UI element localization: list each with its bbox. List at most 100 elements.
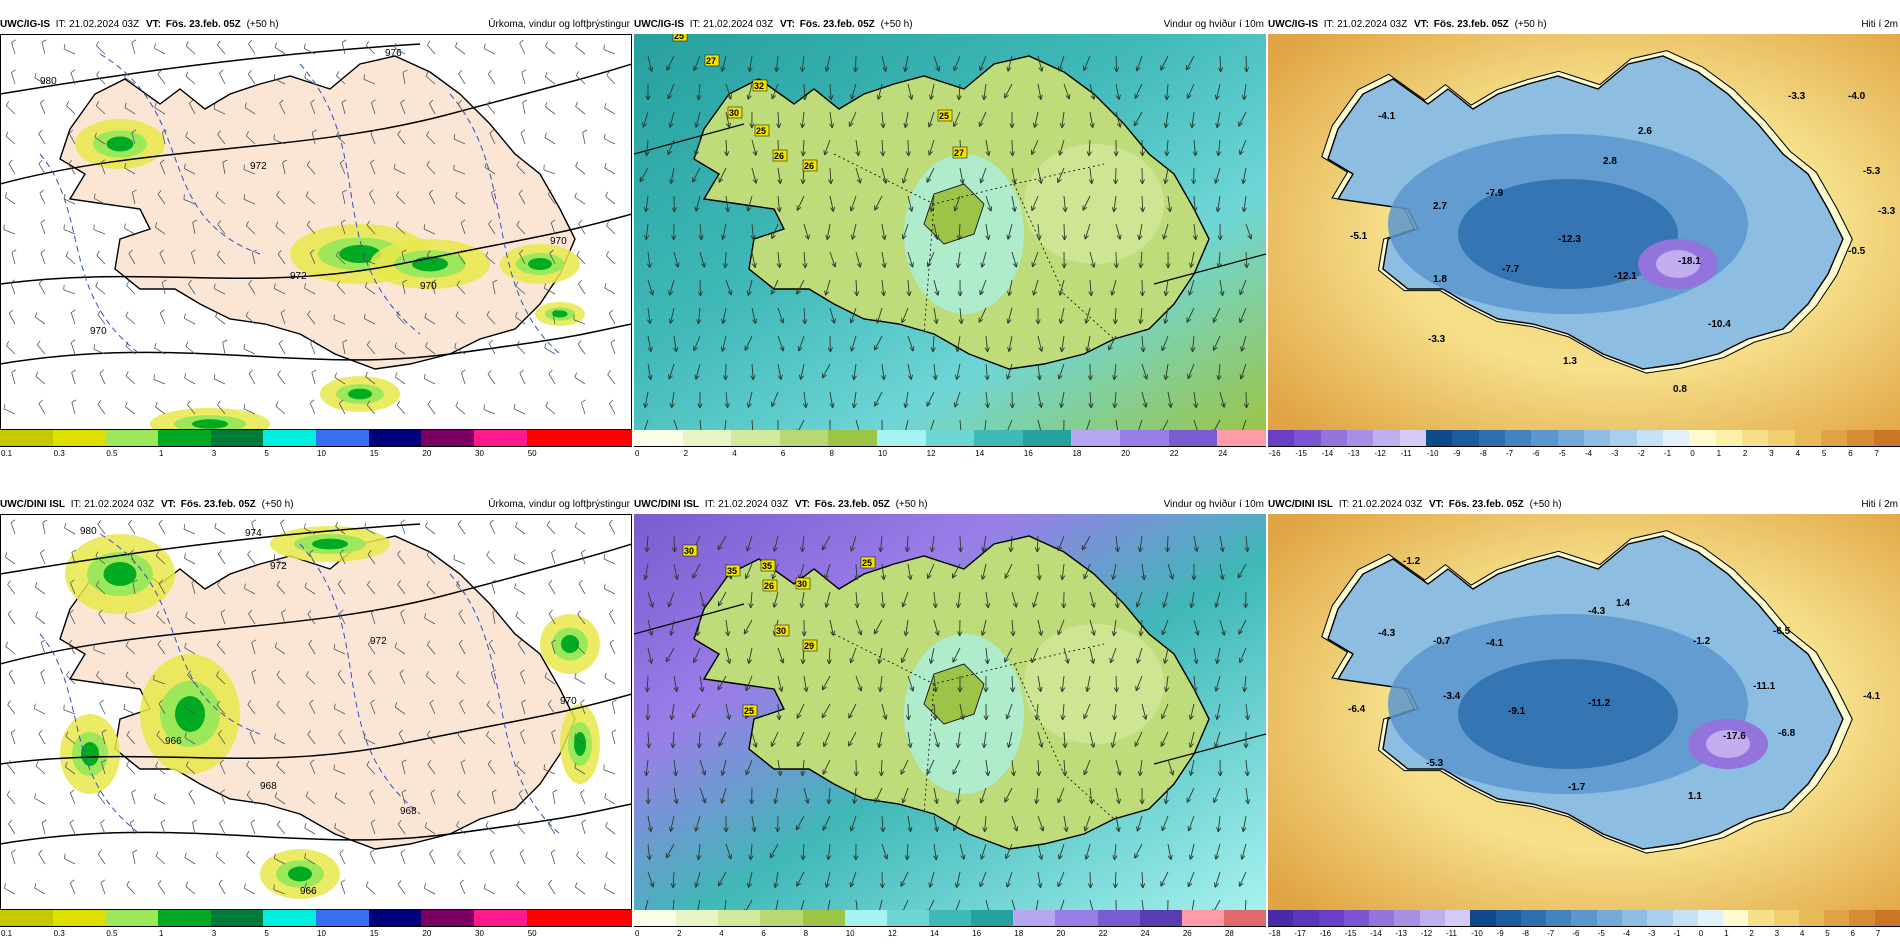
colorbar-tick-label: 28 [1224, 929, 1234, 938]
colorbar-swatch [1820, 430, 1848, 446]
colorbar-swatch [877, 430, 926, 446]
colorbar-tick-label: 0 [635, 449, 640, 458]
colorbar-tick-label: -4 [1622, 929, 1631, 938]
isobar-label: 970 [550, 236, 567, 247]
valid-time-label: VT: [160, 499, 176, 510]
temperature-map[interactable]: -1.2 -4.3 -4.3 1.4 -0.7 -4.1 -1.2 -6.5 -3.4 -6.4 -… [1268, 514, 1900, 910]
isobar-label: 970 [420, 281, 437, 292]
isobar-label: 968 [400, 806, 417, 817]
colorbar-swatch [1647, 910, 1673, 926]
colorbar-tick-label: -12 [1374, 449, 1386, 458]
colorbar-tick-label: 30 [475, 929, 484, 938]
colorbar-swatch [828, 430, 878, 446]
colorbar-tick-label: 8 [803, 929, 809, 938]
panel-header: UWC/DINI ISL IT: 21.02.2024 03Z VT: Fös.… [0, 496, 632, 514]
colorbar-swatch [1557, 430, 1584, 446]
precip-map[interactable]: 976 980 972 972 970 970 970 [0, 34, 632, 430]
colorbar-tick-label: -16 [1319, 929, 1332, 938]
gust-badge-bg [682, 544, 698, 557]
wind-map[interactable]: 25 27 32 30 25 26 26 25 27 [634, 34, 1266, 430]
precip-area-heavy [103, 562, 137, 586]
colorbar-swatch [1672, 910, 1698, 926]
colorbar-tick-label: 0.1 [1, 449, 13, 458]
colorbar-tick-label: 2 [1742, 449, 1748, 458]
panel-igis-temp: UWC/IG-IS IT: 21.02.2024 03Z VT: Fös. 23… [1268, 16, 1900, 460]
colorbar-swatch [1715, 430, 1742, 446]
colorbar-tick-label: -15 [1295, 449, 1307, 458]
gust-badge: 25 [939, 111, 949, 121]
colorbar-tick-label: 1 [159, 929, 164, 938]
colorbar-tick-label: 4 [1799, 929, 1805, 938]
init-time: IT: 21.02.2024 03Z [689, 19, 774, 30]
colorbar-swatch [1399, 430, 1426, 446]
colorbar-tick-label: 50 [527, 449, 537, 458]
colorbar-tick-label: -5 [1558, 449, 1566, 458]
panel-dini-temp: UWC/DINI ISL IT: 21.02.2024 03Z VT: Fös.… [1268, 496, 1900, 940]
temperature-label: -7.9 [1486, 188, 1504, 199]
temperature-label: -5.1 [1350, 231, 1368, 242]
temperature-label: -9.1 [1508, 706, 1526, 717]
colorbar-tick-label: 7 [1875, 929, 1881, 938]
temperature-label: 0.8 [1673, 384, 1687, 395]
colorbar-tick-label: 20 [422, 929, 432, 938]
colorbar-tick-label: 4 [1795, 449, 1801, 458]
lead-time: (+50 h) [246, 19, 279, 30]
colorbar-labels: 0 2 4 6 8 10 12 14 16 18 20 22 24 [634, 446, 1266, 460]
colorbar-swatch [474, 430, 527, 446]
colorbar-tick-label: 15 [369, 929, 379, 938]
colorbar: -16 -15 -14 -13 -12 -11 -10 -9 -8 -7 -6 -5 -4 -3 -2 -1 0… [1268, 430, 1900, 460]
colorbar-swatch [1470, 910, 1496, 926]
colorbar-swatch [1546, 910, 1572, 926]
temperature-label: -4.1 [1863, 691, 1881, 702]
gust-badge: 30 [729, 108, 739, 118]
colorbar-swatch [1181, 910, 1224, 926]
colorbar-swatch [1697, 910, 1724, 926]
gust-badge-bg [742, 704, 758, 717]
valid-time-label: VT: [779, 19, 795, 30]
wind-map[interactable]: 30 35 35 26 30 30 29 25 25 [634, 514, 1266, 910]
colorbar-swatch [1689, 430, 1716, 446]
colorbar-tick-label: -14 [1321, 449, 1334, 458]
colorbar-swatch [634, 910, 677, 926]
panel-title: Hiti í 2m [1861, 19, 1898, 30]
temperature-label: -6.8 [1778, 728, 1796, 739]
colorbar-labels: 0 2 4 6 8 10 12 14 16 18 20 22 24 26 28 [634, 926, 1266, 940]
colorbar-tick-label: 12 [926, 449, 936, 458]
gust-badge-bg [774, 624, 790, 637]
valid-time-label: VT: [1428, 499, 1444, 510]
wind-barbs [3, 39, 616, 415]
temperature-map[interactable]: -4.1 -3.3 -4.0 2.6 2.8 -5.3 -7.9 2.7 -3.3 -5.1 -12… [1268, 34, 1900, 430]
gust-badge-bg [672, 34, 688, 42]
wind-lowland [1024, 624, 1164, 744]
domain-line [634, 603, 745, 635]
colorbar-swatch [210, 430, 264, 446]
colorbar-swatch [1662, 430, 1690, 446]
colorbar-swatches [634, 910, 1267, 926]
colorbar-tick-label: -9 [1453, 449, 1461, 458]
colorbar-swatch [731, 430, 780, 446]
temperature-label: -4.3 [1378, 628, 1396, 639]
colorbar-tick-label: 5 [264, 929, 269, 938]
colorbar-swatch [1419, 910, 1445, 926]
temperature-label: -7.7 [1502, 264, 1520, 275]
valid-time: Fös. 23.feb. 05Z [799, 19, 875, 30]
lead-time: (+50 h) [1514, 19, 1547, 30]
lead-time: (+50 h) [261, 499, 294, 510]
colorbar-swatch [158, 910, 211, 926]
colorbar-tick-label: 20 [1056, 929, 1066, 938]
panel-title: Hiti í 2m [1861, 499, 1898, 510]
colorbar-swatch [1621, 910, 1648, 926]
gust-badge: 29 [804, 641, 814, 651]
panel-igis-precip: UWC/IG-IS IT: 21.02.2024 03Z VT: Fös. 23… [0, 16, 633, 460]
colorbar-swatch [1444, 910, 1471, 926]
colorbar-tick-label: 24 [1218, 449, 1228, 458]
colorbar-tick-label: -18 [1269, 929, 1281, 938]
colorbar-tick-label: 3 [211, 929, 217, 938]
isobar-label: 980 [80, 526, 97, 537]
temperature-label: -0.5 [1848, 246, 1866, 257]
init-time: IT: 21.02.2024 03Z [70, 499, 155, 510]
colorbar-tick-label: -13 [1347, 449, 1360, 458]
precip-map[interactable]: 980 974 972 972 966 968 970 968 966 [0, 514, 632, 910]
temperature-label: -3.3 [1428, 334, 1446, 345]
colorbar-tick-label: 5 [264, 449, 269, 458]
